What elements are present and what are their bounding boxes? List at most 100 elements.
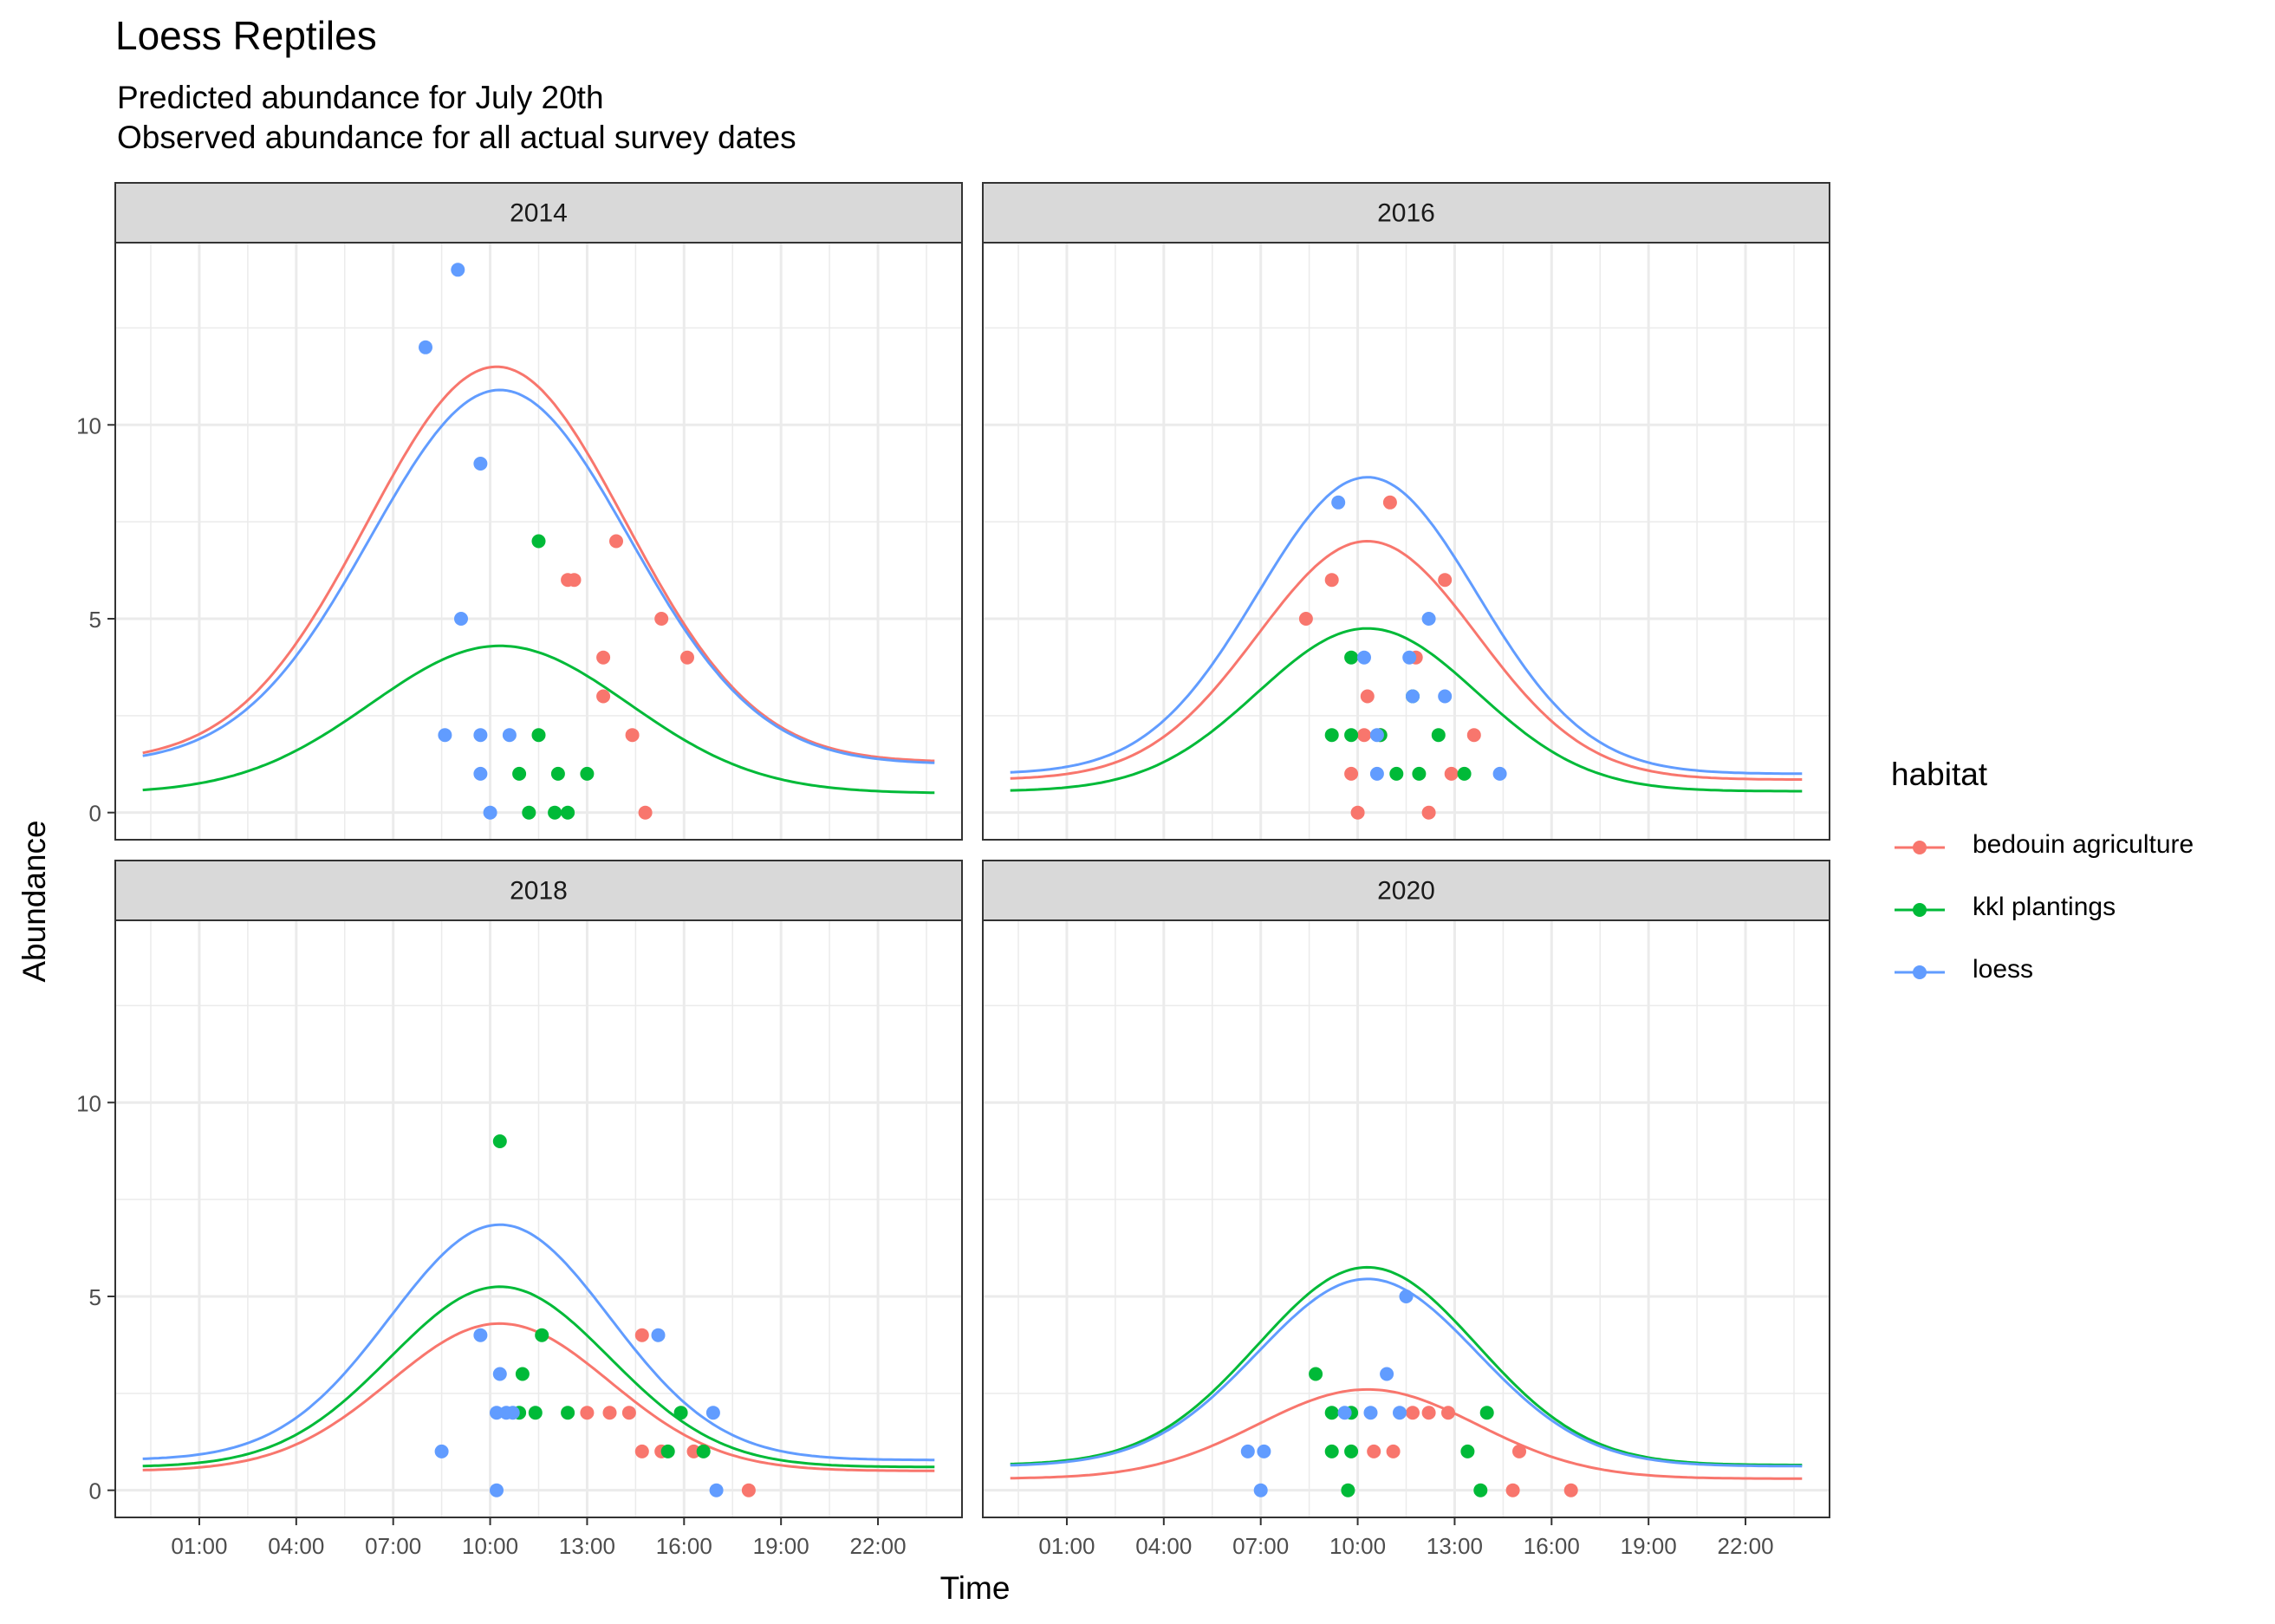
point-bedouin-agriculture-2016 [1298,612,1313,626]
curve-loess-2014 [142,388,935,764]
point-loess-2020 [1240,1444,1255,1458]
curve-loess-2016 [1010,476,1803,776]
point-kkl-plantings-2014 [561,805,575,820]
point-loess-2016 [1357,650,1371,665]
point-kkl-plantings-2016 [1344,728,1359,743]
curve-kkl-plantings-2016 [1010,627,1803,793]
point-kkl-plantings-2016 [1431,728,1446,743]
curve-loess-2018 [142,1223,935,1462]
point-bedouin-agriculture-2020 [1367,1444,1381,1458]
x-tick-label: 10:00 [462,1533,518,1559]
point-loess-2016 [1421,612,1436,626]
point-loess-2014 [473,728,488,743]
point-loess-2014 [483,805,497,820]
point-bedouin-agriculture-2016 [1421,805,1436,820]
point-bedouin-agriculture-2016 [1344,766,1359,781]
legend-key-point-bedouin-agriculture [1913,841,1927,854]
point-loess-2014 [419,340,432,354]
facet-strip-label-2018: 2018 [510,877,568,906]
x-tick-label: 19:00 [1621,1533,1677,1559]
x-tick-label: 16:00 [656,1533,712,1559]
point-bedouin-agriculture-2020 [1421,1406,1436,1420]
x-tick-label: 01:00 [1038,1533,1095,1559]
point-bedouin-agriculture-2018 [580,1406,595,1420]
point-kkl-plantings-2020 [1309,1367,1323,1381]
point-kkl-plantings-2016 [1412,766,1427,781]
point-kkl-plantings-2014 [522,805,536,820]
curve-kkl-plantings-2014 [142,644,935,795]
curve-kkl-plantings-2020 [1010,1265,1803,1466]
point-loess-2016 [1369,728,1384,743]
point-bedouin-agriculture-2016 [1324,573,1339,588]
point-bedouin-agriculture-2016 [1357,728,1371,743]
point-loess-2020 [1380,1367,1394,1381]
point-kkl-plantings-2014 [531,534,546,549]
facet-strip-2014 [114,182,963,244]
point-bedouin-agriculture-2020 [1505,1483,1520,1497]
point-loess-2016 [1438,689,1453,704]
point-bedouin-agriculture-2014 [625,728,640,743]
y-tick-label: 0 [89,1478,101,1504]
x-axis-label: Time [939,1570,1011,1606]
point-bedouin-agriculture-2018 [741,1483,756,1497]
x-tick-label: 07:00 [1232,1533,1289,1559]
point-kkl-plantings-2016 [1324,728,1339,743]
point-kkl-plantings-2018 [660,1444,675,1458]
point-loess-2014 [454,612,468,626]
point-bedouin-agriculture-2014 [609,534,623,549]
x-tick-label: 04:00 [1135,1533,1192,1559]
point-kkl-plantings-2016 [1344,650,1359,665]
point-kkl-plantings-2020 [1324,1444,1339,1458]
x-tick-label: 16:00 [1524,1533,1580,1559]
point-bedouin-agriculture-2018 [634,1328,649,1342]
x-tick-label: 01:00 [171,1533,227,1559]
facet-strip-2020 [982,860,1830,921]
point-loess-2018 [490,1406,504,1420]
point-bedouin-agriculture-2016 [1444,766,1459,781]
point-kkl-plantings-2018 [515,1367,530,1381]
x-tick-label: 10:00 [1329,1533,1386,1559]
curve-bedouin-agriculture-2014 [142,365,935,763]
point-bedouin-agriculture-2018 [634,1444,649,1458]
point-bedouin-agriculture-2020 [1512,1444,1526,1458]
point-kkl-plantings-2020 [1344,1444,1359,1458]
facet-strip-label-2020: 2020 [1377,877,1435,906]
point-loess-2018 [490,1483,504,1497]
point-loess-2020 [1393,1406,1407,1420]
point-loess-2016 [1369,766,1384,781]
point-loess-2018 [651,1328,666,1342]
point-bedouin-agriculture-2020 [1406,1406,1420,1420]
y-tick-label: 5 [89,607,101,633]
point-loess-2018 [505,1406,520,1420]
x-tick-label: 19:00 [753,1533,809,1559]
legend-label-kkl-plantings: kkl plantings [1973,893,2116,921]
legend-key-point-loess [1913,965,1927,979]
x-tick-label: 22:00 [850,1533,907,1559]
point-loess-2016 [1406,689,1420,704]
chart-title: Loess Reptiles [115,13,377,58]
y-tick-label: 10 [76,1090,101,1116]
point-bedouin-agriculture-2016 [1438,573,1453,588]
point-bedouin-agriculture-2014 [654,612,669,626]
legend-label-loess: loess [1973,955,2034,984]
point-bedouin-agriculture-2014 [596,650,611,665]
x-tick-label: 07:00 [365,1533,421,1559]
point-bedouin-agriculture-2016 [1466,728,1481,743]
curve-kkl-plantings-2018 [142,1285,935,1469]
point-kkl-plantings-2014 [512,766,527,781]
point-loess-2016 [1331,495,1346,510]
point-kkl-plantings-2020 [1473,1483,1488,1497]
point-loess-2018 [434,1444,449,1458]
point-loess-2014 [473,457,488,471]
x-tick-label: 22:00 [1718,1533,1774,1559]
point-loess-2014 [473,766,488,781]
point-bedouin-agriculture-2014 [638,805,653,820]
point-bedouin-agriculture-2016 [1360,689,1375,704]
point-kkl-plantings-2018 [561,1406,575,1420]
point-loess-2016 [1402,650,1417,665]
legend-key-point-kkl-plantings [1913,903,1927,917]
curve-bedouin-agriculture-2016 [1010,539,1803,781]
point-loess-2018 [473,1328,488,1342]
